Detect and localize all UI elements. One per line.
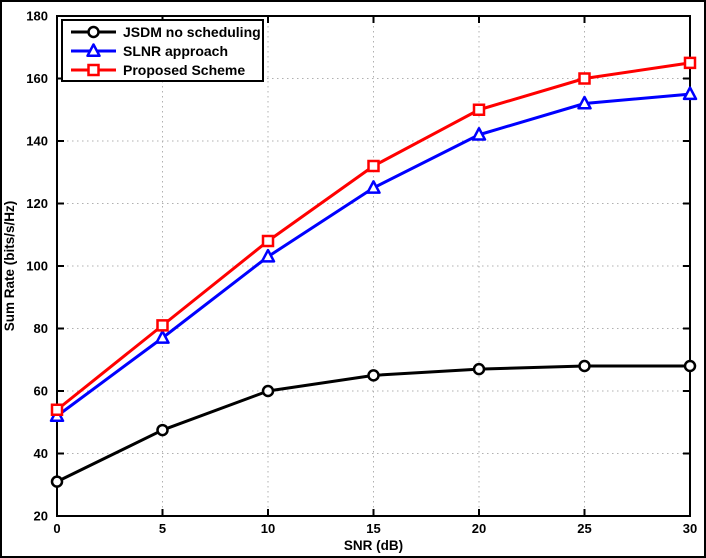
circle-marker xyxy=(472,362,486,376)
square-marker xyxy=(578,72,591,85)
y-tick-label: 140 xyxy=(26,134,48,149)
triangle-marker xyxy=(471,127,487,141)
square-marker xyxy=(87,63,100,77)
x-tick-label: 30 xyxy=(683,521,697,536)
circle-marker xyxy=(50,475,64,488)
x-tick-label: 25 xyxy=(577,521,591,536)
triangle-marker xyxy=(86,43,101,58)
y-tick-label: 180 xyxy=(26,9,48,24)
x-tick-label: 0 xyxy=(53,521,60,536)
triangle-marker xyxy=(260,248,276,263)
square-marker xyxy=(50,403,64,416)
y-tick-label: 100 xyxy=(26,259,48,274)
circle-marker xyxy=(87,25,100,39)
circle-marker xyxy=(367,369,380,382)
triangle-marker xyxy=(155,330,170,344)
square-marker xyxy=(683,56,697,70)
triangle-marker xyxy=(577,95,592,110)
legend-item: Proposed Scheme xyxy=(71,62,245,78)
y-tick-label: 160 xyxy=(26,71,48,86)
x-axis-label: SNR (dB) xyxy=(344,538,403,553)
y-tick-label: 60 xyxy=(34,384,48,399)
y-tick-label: 20 xyxy=(34,509,48,524)
square-marker xyxy=(261,234,275,248)
legend-label: JSDM no scheduling xyxy=(123,24,261,40)
legend-item: SLNR approach xyxy=(71,43,228,59)
x-tick-label: 5 xyxy=(159,521,166,536)
legend-label: SLNR approach xyxy=(123,43,228,59)
square-marker xyxy=(472,103,486,116)
legend: JSDM no scheduling SLNR approach Proposed … xyxy=(61,19,264,82)
y-tick-label: 40 xyxy=(34,446,48,461)
circle-marker xyxy=(156,423,169,437)
circle-marker xyxy=(683,359,697,373)
y-axis-label: Sum Rate (bits/s/Hz) xyxy=(2,201,17,332)
square-marker xyxy=(156,319,169,332)
circle-marker xyxy=(578,359,591,373)
square-marker xyxy=(367,159,380,173)
legend-label: Proposed Scheme xyxy=(123,62,245,78)
legend-item: JSDM no scheduling xyxy=(71,24,261,40)
series-proposed-scheme xyxy=(50,56,697,416)
x-tick-label: 20 xyxy=(472,521,486,536)
y-tick-label: 120 xyxy=(26,196,48,211)
circle-marker xyxy=(261,384,275,398)
y-tick-label: 80 xyxy=(34,321,48,336)
triangle-marker xyxy=(682,86,698,101)
x-tick-label: 10 xyxy=(261,521,275,536)
series-jsdm-no-scheduling xyxy=(50,359,697,488)
x-tick-label: 15 xyxy=(366,521,380,536)
series-slnr-approach xyxy=(49,86,698,423)
triangle-marker xyxy=(366,180,381,194)
